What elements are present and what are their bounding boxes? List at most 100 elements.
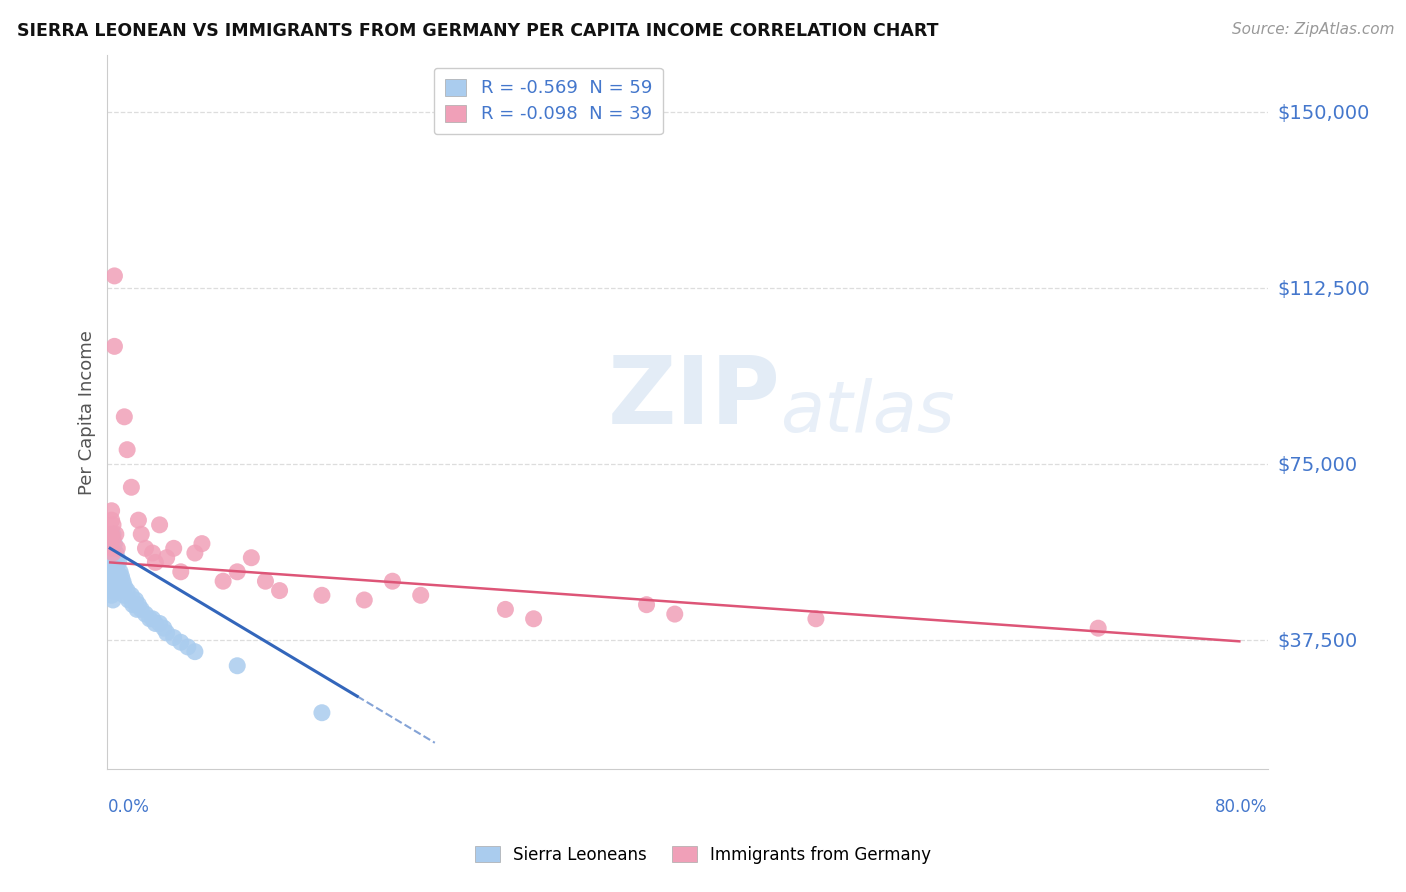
Point xyxy=(103,268,125,283)
Text: SIERRA LEONEAN VS IMMIGRANTS FROM GERMANY PER CAPITA INCOME CORRELATION CHART: SIERRA LEONEAN VS IMMIGRANTS FROM GERMAN… xyxy=(17,22,938,40)
Point xyxy=(100,513,122,527)
Point xyxy=(269,583,291,598)
Point xyxy=(112,409,135,424)
Legend: Sierra Leoneans, Immigrants from Germany: Sierra Leoneans, Immigrants from Germany xyxy=(468,839,938,871)
Point xyxy=(100,579,122,593)
Point xyxy=(107,556,129,570)
Legend: R = -0.569  N = 59, R = -0.098  N = 39: R = -0.569 N = 59, R = -0.098 N = 39 xyxy=(433,68,662,134)
Point xyxy=(100,588,122,602)
Point xyxy=(153,621,176,635)
Text: atlas: atlas xyxy=(780,377,955,447)
Point xyxy=(104,574,127,589)
Point xyxy=(101,569,124,583)
Point xyxy=(103,583,125,598)
Point xyxy=(145,556,167,570)
Point xyxy=(104,527,127,541)
Point xyxy=(105,541,128,556)
Point xyxy=(103,339,125,353)
Point xyxy=(1087,621,1109,635)
Point xyxy=(100,536,122,550)
Point xyxy=(100,504,122,518)
Y-axis label: Per Capita Income: Per Capita Income xyxy=(79,330,96,494)
Point xyxy=(145,616,167,631)
Point xyxy=(108,565,131,579)
Point xyxy=(409,588,432,602)
Point xyxy=(163,541,186,556)
Point xyxy=(129,602,152,616)
Point xyxy=(101,550,124,565)
Point xyxy=(311,588,333,602)
Point xyxy=(100,583,122,598)
Point xyxy=(101,593,124,607)
Point xyxy=(100,550,122,565)
Point xyxy=(115,583,138,598)
Text: Source: ZipAtlas.com: Source: ZipAtlas.com xyxy=(1232,22,1395,37)
Point xyxy=(100,560,122,574)
Point xyxy=(101,574,124,589)
Point xyxy=(120,480,142,494)
Point xyxy=(101,583,124,598)
Text: 80.0%: 80.0% xyxy=(1215,797,1268,815)
Point xyxy=(105,550,128,565)
Point xyxy=(103,550,125,565)
Point xyxy=(104,546,127,560)
Point xyxy=(127,513,149,527)
Point xyxy=(177,640,200,654)
Point xyxy=(170,565,193,579)
Point xyxy=(636,598,658,612)
Text: ZIP: ZIP xyxy=(607,351,780,444)
Point xyxy=(101,546,124,560)
Point xyxy=(138,612,160,626)
Point xyxy=(110,583,132,598)
Point xyxy=(100,569,122,583)
Point xyxy=(121,598,143,612)
Point xyxy=(170,635,193,649)
Point xyxy=(156,550,179,565)
Point xyxy=(353,593,375,607)
Point xyxy=(184,645,207,659)
Point xyxy=(149,517,172,532)
Point xyxy=(240,550,263,565)
Point xyxy=(226,565,249,579)
Point xyxy=(254,574,277,589)
Point xyxy=(100,574,122,589)
Point xyxy=(494,602,516,616)
Point xyxy=(103,536,125,550)
Point xyxy=(141,546,163,560)
Point xyxy=(134,541,156,556)
Point xyxy=(101,517,124,532)
Point xyxy=(101,532,124,546)
Point xyxy=(117,593,139,607)
Point xyxy=(100,546,122,560)
Point xyxy=(664,607,686,621)
Point xyxy=(105,565,128,579)
Point xyxy=(125,602,148,616)
Point xyxy=(156,625,179,640)
Point xyxy=(103,565,125,579)
Point xyxy=(103,574,125,589)
Point xyxy=(226,658,249,673)
Text: 0.0%: 0.0% xyxy=(107,797,149,815)
Point xyxy=(110,569,132,583)
Point xyxy=(191,536,214,550)
Point xyxy=(115,442,138,457)
Point xyxy=(127,598,149,612)
Point xyxy=(129,527,152,541)
Point xyxy=(105,579,128,593)
Point xyxy=(112,579,135,593)
Point xyxy=(124,593,146,607)
Point xyxy=(163,631,186,645)
Point xyxy=(104,560,127,574)
Point xyxy=(523,612,546,626)
Point xyxy=(212,574,235,589)
Point xyxy=(311,706,333,720)
Point xyxy=(107,574,129,589)
Point xyxy=(101,527,124,541)
Point xyxy=(100,541,122,556)
Point xyxy=(149,616,172,631)
Point xyxy=(100,565,122,579)
Point xyxy=(101,541,124,556)
Point xyxy=(108,579,131,593)
Point xyxy=(101,560,124,574)
Point xyxy=(141,612,163,626)
